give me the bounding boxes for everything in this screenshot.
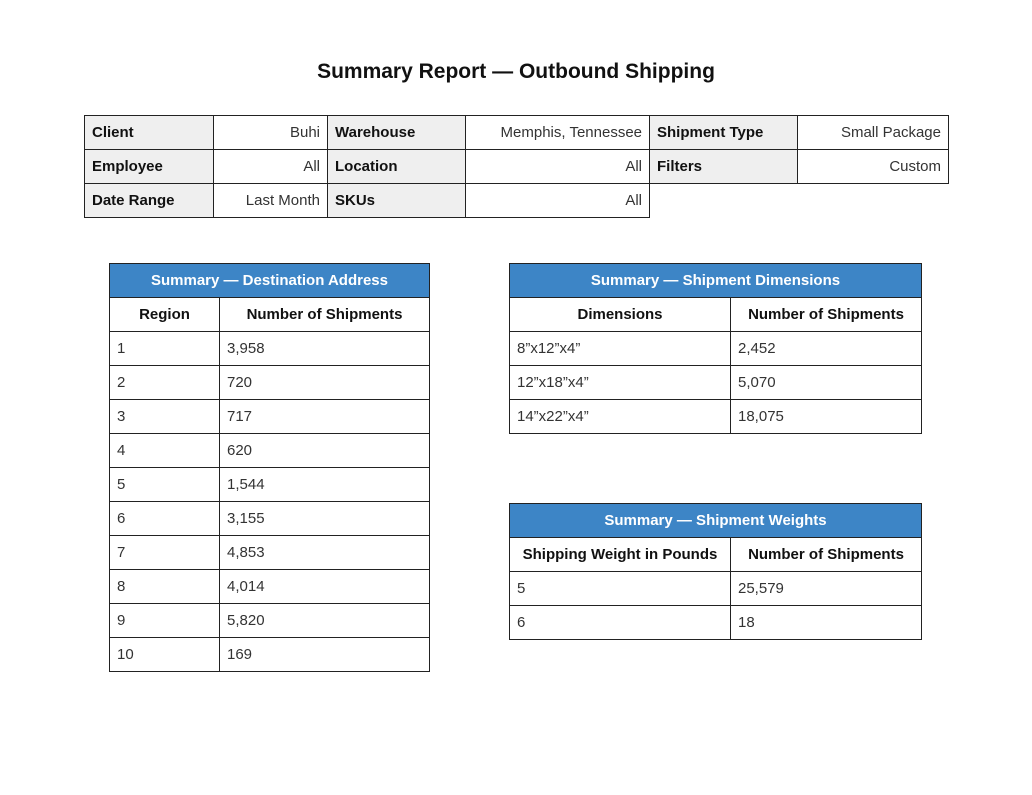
destination-row: 10 169 [109,637,430,672]
shipment-count-cell: 620 [219,433,430,468]
weight-row: 6 18 [509,605,922,640]
row-key-cell: 3 [109,399,220,434]
weights-summary-table: Summary — Shipment Weights Shipping Weig… [509,503,922,640]
date-range-label: Date Range [84,183,214,218]
location-value: All [465,149,650,184]
warehouse-value: Memphis, Tennessee [465,115,650,150]
client-label: Client [84,115,214,150]
destination-row: 6 3,155 [109,501,430,536]
destination-row: 3 717 [109,399,430,434]
filters-value: Custom [797,149,949,184]
shipment-count-cell: 18 [730,605,922,640]
row-key-cell: 9 [109,603,220,638]
shipment-count-cell: 3,958 [219,331,430,366]
shipments-column-header: Number of Shipments [730,297,922,332]
destination-row: 7 4,853 [109,535,430,570]
weights-table-title: Summary — Shipment Weights [509,503,922,538]
employee-label: Employee [84,149,214,184]
destination-row: 9 5,820 [109,603,430,638]
region-column-header: Region [109,297,220,332]
row-key-cell: 6 [509,605,731,640]
dimension-row: 12”x18”x4” 5,070 [509,365,922,400]
employee-value: All [213,149,328,184]
dimensions-table-title: Summary — Shipment Dimensions [509,263,922,298]
empty-cell [798,184,949,218]
shipment-count-cell: 717 [219,399,430,434]
dimension-row: 8”x12”x4” 2,452 [509,331,922,366]
shipment-count-cell: 169 [219,637,430,672]
row-key-cell: 5 [509,571,731,606]
shipment-type-label: Shipment Type [649,115,798,150]
shipment-count-cell: 3,155 [219,501,430,536]
row-key-cell: 8 [109,569,220,604]
row-key-cell: 8”x12”x4” [509,331,731,366]
shipments-column-header: Number of Shipments [730,537,922,572]
shipment-count-cell: 18,075 [730,399,922,434]
destination-summary-table: Summary — Destination Address Region Num… [109,263,430,672]
destination-row: 5 1,544 [109,467,430,502]
shipment-count-cell: 25,579 [730,571,922,606]
row-key-cell: 7 [109,535,220,570]
shipment-count-cell: 4,014 [219,569,430,604]
dimensions-column-header: Dimensions [509,297,731,332]
warehouse-label: Warehouse [327,115,466,150]
row-key-cell: 10 [109,637,220,672]
row-key-cell: 4 [109,433,220,468]
skus-value: All [465,183,650,218]
client-value: Buhi [213,115,328,150]
date-range-value: Last Month [213,183,328,218]
shipments-column-header: Number of Shipments [219,297,430,332]
row-key-cell: 5 [109,467,220,502]
row-key-cell: 1 [109,331,220,366]
weight-row: 5 25,579 [509,571,922,606]
row-key-cell: 2 [109,365,220,400]
empty-cell [650,184,798,218]
shipment-count-cell: 720 [219,365,430,400]
shipment-type-value: Small Package [797,115,949,150]
destination-row: 1 3,958 [109,331,430,366]
shipment-count-cell: 5,070 [730,365,922,400]
skus-label: SKUs [327,183,466,218]
shipment-count-cell: 5,820 [219,603,430,638]
dimension-row: 14”x22”x4” 18,075 [509,399,922,434]
shipment-count-cell: 2,452 [730,331,922,366]
weight-column-header: Shipping Weight in Pounds [509,537,731,572]
dimensions-summary-table: Summary — Shipment Dimensions Dimensions… [509,263,922,434]
page-title: Summary Report — Outbound Shipping [317,60,715,83]
row-key-cell: 12”x18”x4” [509,365,731,400]
destination-table-title: Summary — Destination Address [109,263,430,298]
row-key-cell: 6 [109,501,220,536]
filters-label: Filters [649,149,798,184]
shipment-count-cell: 4,853 [219,535,430,570]
destination-row: 4 620 [109,433,430,468]
location-label: Location [327,149,466,184]
report-info-grid: Client Buhi Warehouse Memphis, Tennessee… [84,115,949,218]
destination-row: 2 720 [109,365,430,400]
row-key-cell: 14”x22”x4” [509,399,731,434]
destination-row: 8 4,014 [109,569,430,604]
shipment-count-cell: 1,544 [219,467,430,502]
